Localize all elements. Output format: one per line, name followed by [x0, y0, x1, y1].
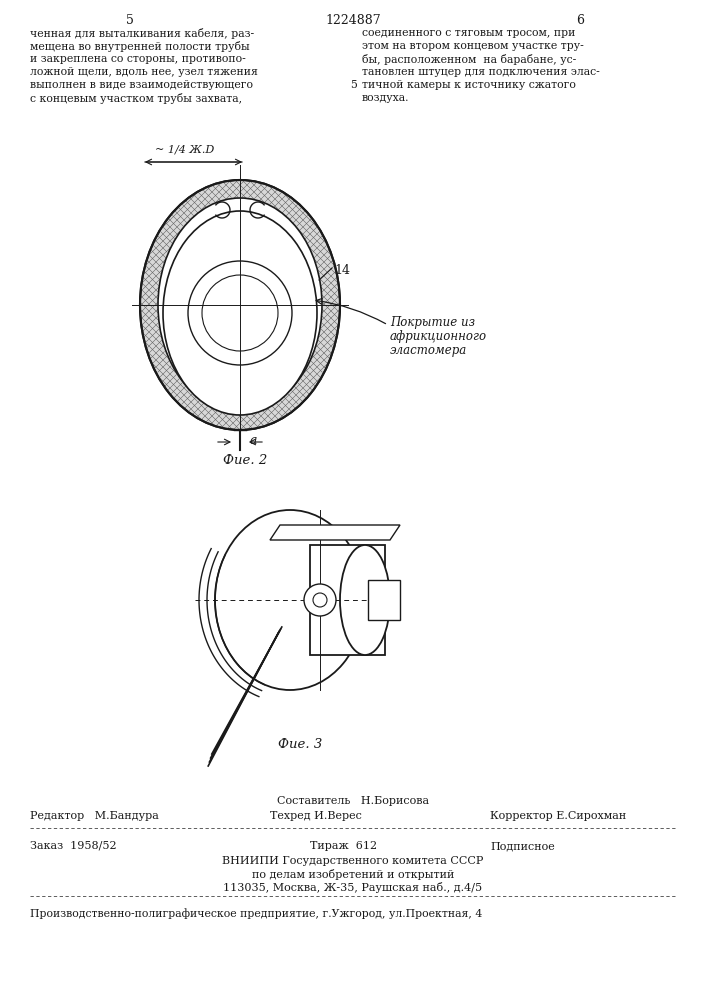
Text: Редактор   М.Бандура: Редактор М.Бандура [30, 811, 159, 821]
Text: тановлен штуцер для подключения элас-: тановлен штуцер для подключения элас- [362, 67, 600, 77]
Text: Покрытие из: Покрытие из [390, 316, 475, 329]
Circle shape [304, 584, 336, 616]
Text: по делам изобретений и открытий: по делам изобретений и открытий [252, 869, 454, 880]
Text: Техред И.Верес: Техред И.Верес [270, 811, 362, 821]
Text: ченная для выталкивания кабеля, раз-: ченная для выталкивания кабеля, раз- [30, 28, 254, 39]
Text: Фие. 2: Фие. 2 [223, 454, 267, 467]
Text: Подписное: Подписное [490, 841, 555, 851]
Text: африкционного: африкционного [390, 330, 487, 343]
Text: 113035, Москва, Ж-35, Раушская наб., д.4/5: 113035, Москва, Ж-35, Раушская наб., д.4… [223, 882, 483, 893]
Ellipse shape [163, 211, 317, 415]
FancyBboxPatch shape [368, 580, 400, 620]
Ellipse shape [140, 180, 340, 430]
Text: Фие. 3: Фие. 3 [278, 738, 322, 751]
Text: и закреплена со стороны, противопо-: и закреплена со стороны, противопо- [30, 54, 246, 64]
Ellipse shape [158, 198, 322, 412]
Text: Производственно-полиграфическое предприятие, г.Ужгород, ул.Проектная, 4: Производственно-полиграфическое предприя… [30, 908, 482, 919]
FancyBboxPatch shape [310, 545, 385, 655]
Text: мещена во внутренней полости трубы: мещена во внутренней полости трубы [30, 41, 250, 52]
Ellipse shape [340, 545, 390, 655]
Text: бы, расположенном  на барабане, ус-: бы, расположенном на барабане, ус- [362, 54, 576, 65]
Text: ВНИИПИ Государственного комитета СССР: ВНИИПИ Государственного комитета СССР [222, 856, 484, 866]
Text: выполнен в виде взаимодействующего: выполнен в виде взаимодействующего [30, 80, 253, 90]
Text: Составитель   Н.Борисова: Составитель Н.Борисова [277, 796, 429, 806]
Text: ложной щели, вдоль нее, узел тяжения: ложной щели, вдоль нее, узел тяжения [30, 67, 258, 77]
Ellipse shape [215, 510, 365, 690]
Text: воздуха.: воздуха. [362, 93, 409, 103]
Polygon shape [270, 525, 400, 540]
Circle shape [313, 593, 327, 607]
Text: 5: 5 [350, 80, 357, 90]
Text: ~ 1/4 Ж.D: ~ 1/4 Ж.D [156, 145, 215, 155]
Text: эластомера: эластомера [390, 344, 467, 357]
Text: 1224887: 1224887 [325, 14, 381, 27]
Text: этом на втором концевом участке тру-: этом на втором концевом участке тру- [362, 41, 584, 51]
Text: Тираж  612: Тираж 612 [310, 841, 377, 851]
Text: 5: 5 [126, 14, 134, 27]
Text: соединенного с тяговым тросом, при: соединенного с тяговым тросом, при [362, 28, 575, 38]
Text: Заказ  1958/52: Заказ 1958/52 [30, 841, 117, 851]
Text: тичной камеры к источнику сжатого: тичной камеры к источнику сжатого [362, 80, 576, 90]
Text: 14: 14 [334, 263, 350, 276]
Text: a: a [250, 434, 257, 448]
Text: с концевым участком трубы захвата,: с концевым участком трубы захвата, [30, 93, 242, 104]
Text: Корректор Е.Сирохман: Корректор Е.Сирохман [490, 811, 626, 821]
Text: 6: 6 [576, 14, 584, 27]
